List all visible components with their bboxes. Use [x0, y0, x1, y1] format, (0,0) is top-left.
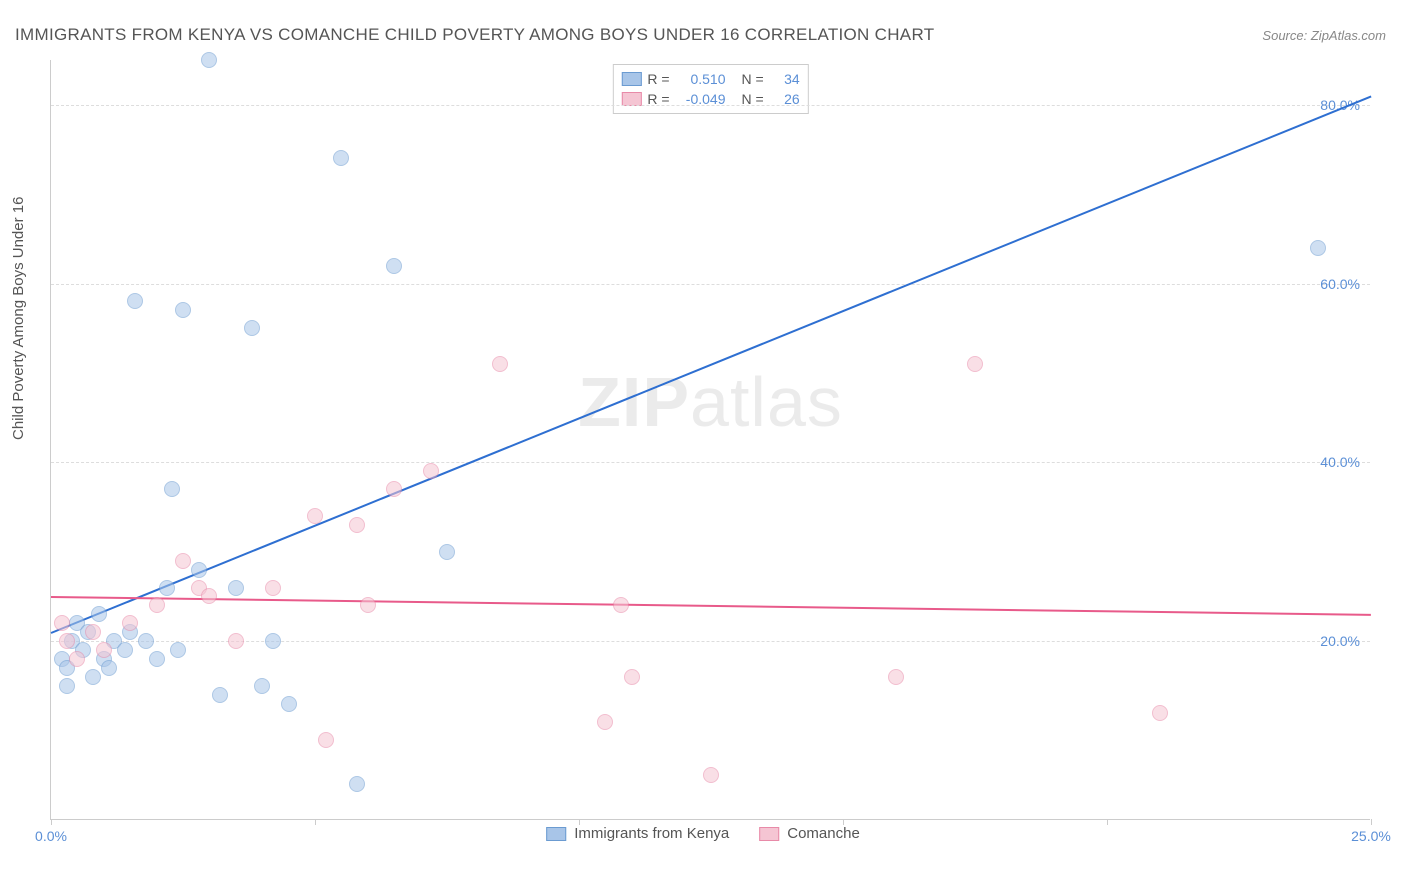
legend-swatch — [759, 827, 779, 841]
legend-series-item: Comanche — [759, 825, 860, 842]
data-point — [54, 615, 70, 631]
data-point — [439, 544, 455, 560]
data-point — [386, 258, 402, 274]
data-point — [138, 633, 154, 649]
data-point — [159, 580, 175, 596]
data-point — [307, 508, 323, 524]
data-point — [149, 651, 165, 667]
y-tick-label: 40.0% — [1320, 454, 1360, 470]
legend-r-value: 0.510 — [676, 71, 726, 87]
data-point — [254, 678, 270, 694]
trend-line — [51, 596, 1371, 616]
source-value: ZipAtlas.com — [1311, 28, 1386, 43]
data-point — [127, 293, 143, 309]
legend-series-label: Comanche — [787, 825, 860, 842]
data-point — [175, 302, 191, 318]
chart-title: IMMIGRANTS FROM KENYA VS COMANCHE CHILD … — [15, 25, 934, 45]
data-point — [170, 642, 186, 658]
grid-line — [51, 284, 1370, 285]
legend-correlation-row: R =-0.049N =26 — [621, 89, 799, 109]
data-point — [164, 481, 180, 497]
legend-swatch — [546, 827, 566, 841]
legend-series-item: Immigrants from Kenya — [546, 825, 729, 842]
data-point — [967, 356, 983, 372]
data-point — [228, 580, 244, 596]
data-point — [59, 678, 75, 694]
data-point — [85, 624, 101, 640]
data-point — [349, 776, 365, 792]
x-tick-label: 0.0% — [35, 828, 67, 844]
data-point — [212, 687, 228, 703]
data-point — [96, 642, 112, 658]
data-point — [149, 597, 165, 613]
data-point — [191, 562, 207, 578]
legend-series: Immigrants from Kenya Comanche — [546, 825, 860, 842]
data-point — [69, 651, 85, 667]
data-point — [59, 633, 75, 649]
y-axis-label: Child Poverty Among Boys Under 16 — [10, 197, 27, 440]
x-tick — [1107, 819, 1108, 825]
data-point — [349, 517, 365, 533]
data-point — [201, 588, 217, 604]
data-point — [703, 767, 719, 783]
data-point — [624, 669, 640, 685]
x-tick — [315, 819, 316, 825]
legend-n-value: 34 — [770, 71, 800, 87]
data-point — [386, 481, 402, 497]
legend-swatch — [621, 72, 641, 86]
x-tick — [51, 819, 52, 825]
data-point — [265, 580, 281, 596]
data-point — [117, 642, 133, 658]
data-point — [597, 714, 613, 730]
x-tick — [1371, 819, 1372, 825]
data-point — [423, 463, 439, 479]
data-point — [613, 597, 629, 613]
legend-correlation-row: R = 0.510 N = 34 — [621, 69, 799, 89]
data-point — [228, 633, 244, 649]
plot-area: ZIPatlas R = 0.510 N = 34 R =-0.049N =26 20.… — [50, 60, 1370, 820]
watermark-bold: ZIP — [578, 363, 690, 441]
data-point — [175, 553, 191, 569]
data-point — [1152, 705, 1168, 721]
y-tick-label: 20.0% — [1320, 633, 1360, 649]
data-point — [281, 696, 297, 712]
grid-line — [51, 462, 1370, 463]
chart-container: IMMIGRANTS FROM KENYA VS COMANCHE CHILD … — [0, 0, 1406, 892]
y-tick-label: 80.0% — [1320, 97, 1360, 113]
source-attribution: Source: ZipAtlas.com — [1262, 28, 1386, 43]
data-point — [244, 320, 260, 336]
data-point — [492, 356, 508, 372]
data-point — [360, 597, 376, 613]
grid-line — [51, 641, 1370, 642]
data-point — [1310, 240, 1326, 256]
legend-r-label: R = — [647, 71, 669, 87]
data-point — [201, 52, 217, 68]
legend-correlation-box: R = 0.510 N = 34 R =-0.049N =26 — [612, 64, 808, 114]
trend-line — [51, 96, 1372, 634]
grid-line — [51, 105, 1370, 106]
data-point — [91, 606, 107, 622]
data-point — [265, 633, 281, 649]
data-point — [85, 669, 101, 685]
data-point — [333, 150, 349, 166]
source-label: Source: — [1262, 28, 1307, 43]
legend-n-label: N = — [742, 71, 764, 87]
watermark-rest: atlas — [690, 363, 843, 441]
y-tick-label: 60.0% — [1320, 276, 1360, 292]
data-point — [888, 669, 904, 685]
data-point — [318, 732, 334, 748]
data-point — [101, 660, 117, 676]
data-point — [122, 615, 138, 631]
legend-series-label: Immigrants from Kenya — [574, 825, 729, 842]
x-tick-label: 25.0% — [1351, 828, 1391, 844]
